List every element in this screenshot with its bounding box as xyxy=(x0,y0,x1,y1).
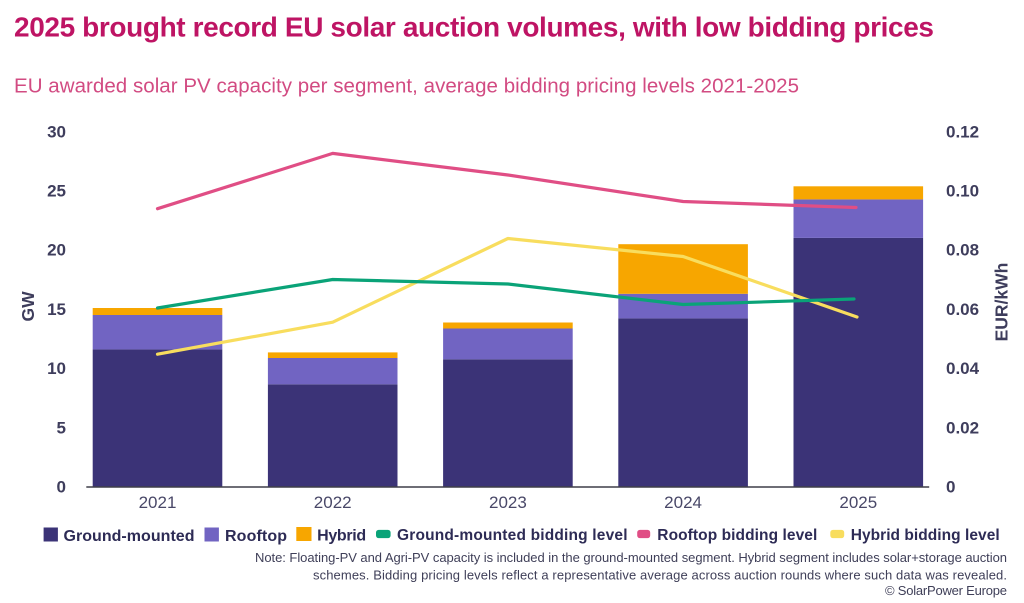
svg-text:0: 0 xyxy=(57,478,66,497)
svg-text:0.10: 0.10 xyxy=(946,182,979,201)
svg-text:EU awarded solar PV capacity p: EU awarded solar PV capacity per segment… xyxy=(14,75,799,98)
svg-text:2025 brought record EU solar a: 2025 brought record EU solar auction vol… xyxy=(14,12,934,43)
svg-text:Rooftop: Rooftop xyxy=(225,528,287,545)
svg-text:Ground-mounted bidding level: Ground-mounted bidding level xyxy=(397,527,628,544)
svg-text:2022: 2022 xyxy=(314,493,352,512)
svg-text:Hybrid bidding level: Hybrid bidding level xyxy=(851,527,1000,544)
svg-text:2024: 2024 xyxy=(664,493,702,512)
svg-text:30: 30 xyxy=(47,122,66,141)
svg-text:5: 5 xyxy=(57,418,66,437)
svg-text:2023: 2023 xyxy=(489,493,527,512)
svg-text:2025: 2025 xyxy=(839,493,877,512)
svg-text:0: 0 xyxy=(946,478,955,497)
svg-text:Hybrid: Hybrid xyxy=(317,527,366,544)
svg-text:schemes. Bidding pricing level: schemes. Bidding pricing levels reflect … xyxy=(313,568,1007,583)
svg-text:0.06: 0.06 xyxy=(946,300,979,319)
svg-text:0.08: 0.08 xyxy=(946,241,979,260)
svg-text:© SolarPower Europe: © SolarPower Europe xyxy=(885,583,1007,598)
svg-text:0.04: 0.04 xyxy=(946,359,980,378)
svg-text:Rooftop bidding level: Rooftop bidding level xyxy=(657,527,817,544)
svg-text:GW: GW xyxy=(18,291,38,322)
svg-text:25: 25 xyxy=(47,182,66,201)
svg-text:Note: Floating-PV and Agri-PV: Note: Floating-PV and Agri-PV capacity i… xyxy=(255,550,1007,565)
svg-text:Ground-mounted: Ground-mounted xyxy=(64,528,195,545)
svg-text:20: 20 xyxy=(47,241,66,260)
svg-text:15: 15 xyxy=(47,300,66,319)
svg-text:10: 10 xyxy=(47,359,66,378)
svg-text:EUR/kWh: EUR/kWh xyxy=(992,263,1012,342)
svg-text:0.02: 0.02 xyxy=(946,418,979,437)
svg-text:2021: 2021 xyxy=(139,493,177,512)
svg-text:0.12: 0.12 xyxy=(946,122,979,141)
